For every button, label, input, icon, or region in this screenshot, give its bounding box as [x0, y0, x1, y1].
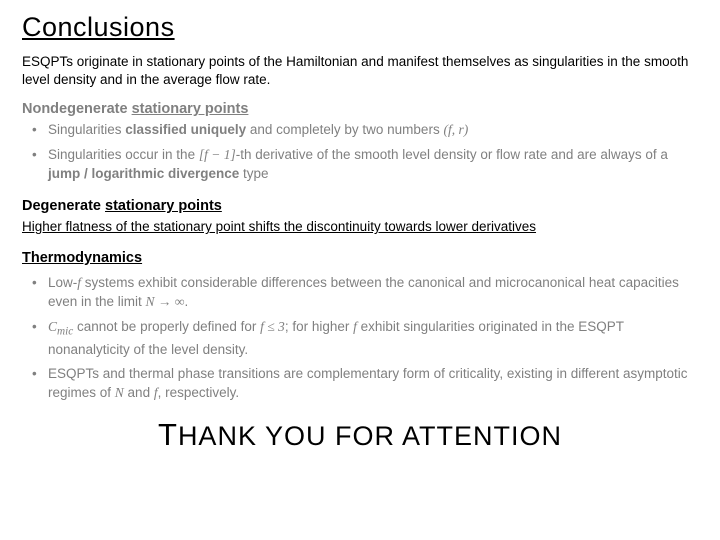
t1lim: N → ∞ — [146, 294, 185, 309]
thermo-bullet-2: Cmic cannot be properly defined for f ≤ … — [32, 318, 698, 359]
t1end: . — [184, 294, 188, 309]
section-degenerate: Degenerate stationary points Higher flat… — [22, 198, 698, 236]
page-title: Conclusions — [22, 12, 698, 43]
section2-header-pre: Degenerate — [22, 198, 105, 214]
section-nondegenerate: Nondegenerate stationary points Singular… — [22, 101, 698, 184]
thermo-bullet-3: ESQPTs and thermal phase transitions are… — [32, 365, 698, 403]
closing-text: THANK YOU FOR ATTENTION — [22, 417, 698, 453]
section3-bullets: Low-f systems exhibit considerable diffe… — [22, 274, 698, 403]
thermo-bullet-1: Low-f systems exhibit considerable diffe… — [32, 274, 698, 312]
section-thermo: Thermodynamics Low-f systems exhibit con… — [22, 250, 698, 403]
b2-pre: Singularities occur in the — [48, 147, 199, 162]
t2sub: mic — [57, 326, 73, 338]
bullet-2: Singularities occur in the [f − 1]-th de… — [32, 146, 698, 184]
b2-tail: jump / logarithmic divergence — [48, 166, 239, 181]
b2-end: type — [239, 166, 268, 181]
section1-bullets: Singularities classified uniquely and co… — [22, 121, 698, 184]
t1b: systems exhibit considerable differences… — [48, 275, 679, 309]
section1-header-post: stationary points — [132, 101, 249, 117]
section2-header: Degenerate stationary points — [22, 198, 698, 214]
bullet-1: Singularities classified uniquely and co… — [32, 121, 698, 140]
t3c: , respectively. — [158, 385, 240, 400]
section1-header-pre: Nondegenerate — [22, 101, 132, 117]
b1-pre: Singularities — [48, 122, 125, 137]
t3N: N — [115, 385, 124, 400]
t2b: cannot be properly defined for — [73, 319, 260, 334]
t2c: ; for higher — [285, 319, 353, 334]
closing-t: T — [158, 417, 178, 452]
b1-post: and completely by two numbers — [246, 122, 443, 137]
intro-text: ESQPTs originate in stationary points of… — [22, 53, 698, 89]
section1-header: Nondegenerate stationary points — [22, 101, 698, 117]
b2-mid: -th derivative of the smooth level densi… — [236, 147, 668, 162]
t1a: Low- — [48, 275, 77, 290]
t3b: and — [124, 385, 154, 400]
t2f3: f ≤ 3 — [260, 319, 285, 334]
b1-fr: (f, r) — [443, 122, 468, 137]
t2a: C — [48, 319, 57, 334]
b1-mid: classified uniquely — [125, 122, 246, 137]
section2-header-post: stationary points — [105, 198, 222, 214]
section2-text: Higher flatness of the stationary point … — [22, 218, 698, 236]
closing-rest: HANK YOU FOR ATTENTION — [178, 421, 562, 451]
b2-f1: [f − 1] — [199, 147, 236, 162]
section3-header: Thermodynamics — [22, 250, 698, 266]
